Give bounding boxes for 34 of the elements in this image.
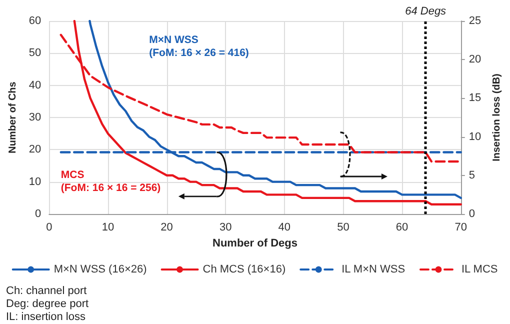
legend-label: Ch MCS (16×16) bbox=[202, 264, 286, 276]
y-tick-label: 20 bbox=[28, 144, 42, 156]
x-tick-label: 0 bbox=[46, 222, 52, 234]
y2-tick-label: 15 bbox=[468, 92, 482, 104]
y2-tick-label: 25 bbox=[468, 15, 482, 27]
annotation: M×N WSS (FoM: 16 × 26 = 416) bbox=[149, 34, 249, 60]
y-tick-label: 0 bbox=[35, 208, 42, 220]
y-tick-label: 10 bbox=[28, 176, 42, 188]
y-tick-label: 50 bbox=[28, 47, 42, 60]
ref-line-label: 64 Degs bbox=[405, 6, 447, 18]
x-tick-label: 10 bbox=[102, 222, 114, 234]
x-axis-title: Number of Degs bbox=[212, 238, 298, 250]
x-tick-label: 50 bbox=[337, 222, 350, 234]
y2-axis-title: Insertion loss (dB) bbox=[492, 74, 502, 162]
text: Ch: channel port bbox=[6, 285, 88, 298]
x-tick-label: 70 bbox=[454, 222, 467, 234]
y-tick-label: 30 bbox=[28, 112, 42, 124]
y2-tick-label: 0 bbox=[468, 208, 475, 220]
legend-label: M×N WSS (16×26) bbox=[54, 264, 147, 276]
legend-label: IL M×N WSS bbox=[342, 264, 406, 276]
y2-tick-label: 10 bbox=[468, 130, 482, 143]
text: Deg: degree port bbox=[6, 298, 89, 311]
y2-tick-label: 5 bbox=[468, 169, 475, 182]
x-tick-label: 60 bbox=[396, 222, 408, 234]
legend-label: IL MCS bbox=[461, 264, 498, 276]
x-tick-label: 20 bbox=[160, 222, 173, 234]
x-tick-label: 30 bbox=[219, 222, 232, 234]
y2-tick-label: 20 bbox=[468, 54, 482, 66]
annotation: MCS (FoM: 16 × 16 = 256) bbox=[60, 168, 161, 195]
text: IL: insertion loss bbox=[6, 311, 86, 324]
x-tick-label: 40 bbox=[278, 222, 291, 234]
y-tick-label: 60 bbox=[28, 15, 42, 27]
y-tick-label: 40 bbox=[28, 79, 42, 92]
y-axis-title: Number of Chs bbox=[8, 81, 18, 154]
